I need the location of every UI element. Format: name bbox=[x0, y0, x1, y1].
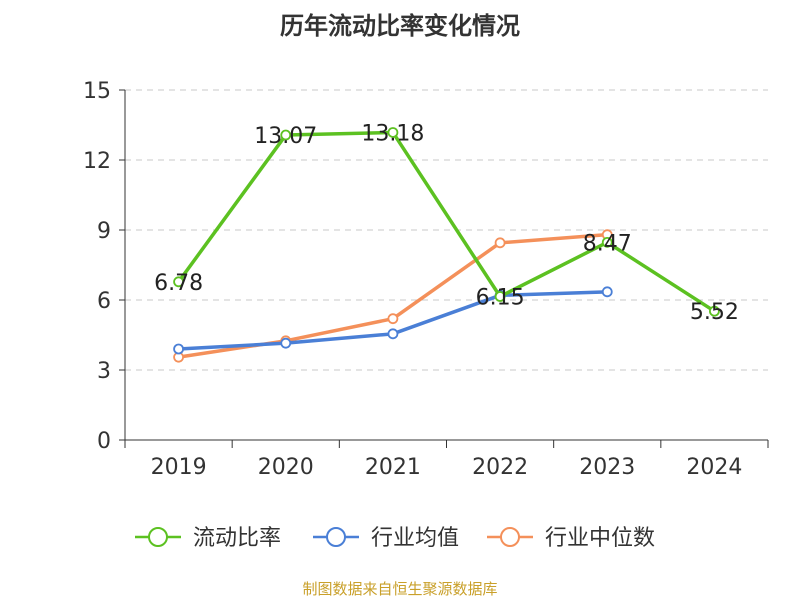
x-tick-label: 2024 bbox=[686, 455, 742, 480]
grid-lines bbox=[125, 89, 768, 371]
data-point bbox=[494, 237, 506, 249]
data-point bbox=[601, 236, 613, 248]
legend-label: 流动比率 bbox=[193, 526, 281, 551]
data-point bbox=[173, 343, 184, 355]
chart-title: 历年流动比率变化情况 bbox=[280, 12, 520, 40]
data-label: 8.47 bbox=[583, 231, 632, 256]
data-label: 6.78 bbox=[154, 271, 203, 296]
x-tick-label: 2021 bbox=[365, 455, 421, 480]
x-tick-label: 2020 bbox=[258, 455, 314, 480]
y-tick-label: 6 bbox=[97, 289, 111, 314]
data-label: 13.07 bbox=[254, 124, 317, 149]
x-tick-label: 2019 bbox=[151, 455, 207, 480]
data-point bbox=[173, 276, 184, 288]
x-tick-label: 2023 bbox=[579, 455, 635, 480]
data-point bbox=[494, 291, 506, 302]
y-tick-label: 15 bbox=[83, 79, 111, 104]
y-tick-label: 9 bbox=[97, 219, 111, 244]
legend: 流动比率 行业均值 行业中位数 bbox=[135, 526, 655, 551]
legend-label: 行业均值 bbox=[371, 526, 459, 551]
y-tick-label: 12 bbox=[83, 149, 111, 174]
data-label: 6.15 bbox=[476, 286, 525, 311]
legend-marker bbox=[148, 527, 168, 547]
y-tick-label: 0 bbox=[97, 429, 111, 454]
source-note: 制图数据来自恒生聚源数据库 bbox=[302, 580, 498, 598]
legend-marker bbox=[326, 527, 346, 547]
data-point bbox=[387, 328, 399, 340]
data-labels: 6.78 13.07 13.18 6.15 8.47 5.52 bbox=[154, 121, 739, 325]
data-label: 5.52 bbox=[690, 300, 739, 325]
data-point bbox=[709, 305, 720, 317]
data-point bbox=[387, 127, 399, 138]
series-line-1 bbox=[177, 130, 716, 313]
y-tick-label: 3 bbox=[97, 359, 111, 384]
x-tick-label: 2022 bbox=[472, 455, 528, 480]
data-label: 13.18 bbox=[361, 121, 424, 146]
data-point bbox=[601, 286, 613, 298]
legend-label: 行业中位数 bbox=[545, 526, 655, 551]
data-point bbox=[280, 337, 292, 349]
legend-marker bbox=[500, 527, 520, 547]
data-point bbox=[280, 129, 292, 141]
axes: 0 3 6 9 12 15 2019 2020 2021 2022 2023 2024 bbox=[83, 79, 769, 480]
data-point bbox=[387, 313, 399, 325]
series-lines bbox=[173, 127, 720, 363]
